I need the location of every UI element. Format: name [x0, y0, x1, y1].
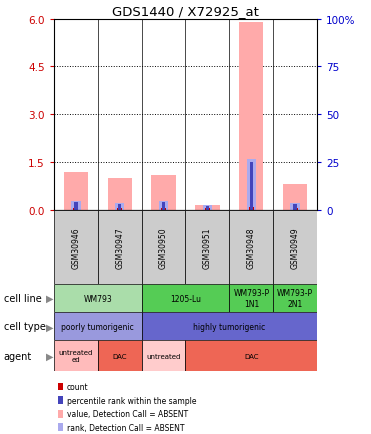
Text: GSM30948: GSM30948	[247, 227, 256, 268]
Text: untreated
ed: untreated ed	[59, 349, 93, 362]
Bar	[273, 284, 317, 312]
Bar	[142, 341, 186, 371]
Bar	[108, 179, 132, 210]
Bar	[161, 209, 166, 210]
Text: WM793-P
1N1: WM793-P 1N1	[233, 289, 269, 308]
Bar	[293, 204, 297, 210]
Text: WM793-P
2N1: WM793-P 2N1	[277, 289, 313, 308]
Text: untreated: untreated	[147, 353, 181, 359]
Text: GSM30951: GSM30951	[203, 227, 212, 268]
Bar	[142, 312, 317, 341]
Text: cell line: cell line	[4, 293, 42, 303]
Text: 1205-Lu: 1205-Lu	[170, 294, 201, 303]
Text: value, Detection Call = ABSENT: value, Detection Call = ABSENT	[67, 409, 188, 418]
Bar	[293, 209, 298, 210]
Bar	[54, 341, 98, 371]
Bar	[142, 284, 229, 312]
Bar	[273, 210, 317, 284]
Bar	[98, 341, 142, 371]
Bar	[229, 284, 273, 312]
Text: ▶: ▶	[46, 293, 54, 303]
Bar	[162, 203, 165, 210]
Bar	[246, 160, 256, 210]
Bar	[115, 204, 125, 210]
Text: ▶: ▶	[46, 351, 54, 361]
Bar	[186, 210, 229, 284]
Bar	[239, 23, 263, 210]
Bar	[186, 341, 317, 371]
Bar	[74, 202, 78, 210]
Text: poorly tumorigenic: poorly tumorigenic	[61, 322, 134, 331]
Bar	[206, 206, 209, 210]
Text: GSM30946: GSM30946	[71, 227, 80, 268]
Bar	[73, 208, 78, 210]
Bar	[159, 201, 168, 210]
Bar	[290, 204, 300, 210]
Text: DAC: DAC	[112, 353, 127, 359]
Text: agent: agent	[4, 351, 32, 361]
Bar	[117, 209, 122, 210]
Text: count: count	[67, 382, 89, 391]
Text: highly tumorigenic: highly tumorigenic	[193, 322, 266, 331]
Bar	[249, 208, 254, 210]
Bar	[196, 206, 220, 210]
Bar	[151, 175, 175, 210]
Text: GSM30950: GSM30950	[159, 227, 168, 268]
Text: GSM30947: GSM30947	[115, 227, 124, 268]
Bar	[250, 163, 253, 210]
Bar	[203, 205, 212, 210]
Text: DAC: DAC	[244, 353, 259, 359]
Bar	[283, 185, 307, 210]
Bar	[229, 210, 273, 284]
Bar	[64, 172, 88, 210]
Bar	[142, 210, 186, 284]
Text: percentile rank within the sample: percentile rank within the sample	[67, 396, 196, 404]
Text: GSM30949: GSM30949	[291, 227, 300, 268]
Bar	[54, 284, 142, 312]
Bar	[54, 210, 98, 284]
Text: ▶: ▶	[46, 322, 54, 332]
Title: GDS1440 / X72925_at: GDS1440 / X72925_at	[112, 5, 259, 18]
Bar	[118, 204, 121, 210]
Text: cell type: cell type	[4, 322, 46, 332]
Text: WM793: WM793	[83, 294, 112, 303]
Bar	[54, 312, 142, 341]
Bar	[205, 208, 210, 210]
Bar	[98, 210, 142, 284]
Bar	[71, 201, 81, 210]
Text: rank, Detection Call = ABSENT: rank, Detection Call = ABSENT	[67, 423, 184, 432]
